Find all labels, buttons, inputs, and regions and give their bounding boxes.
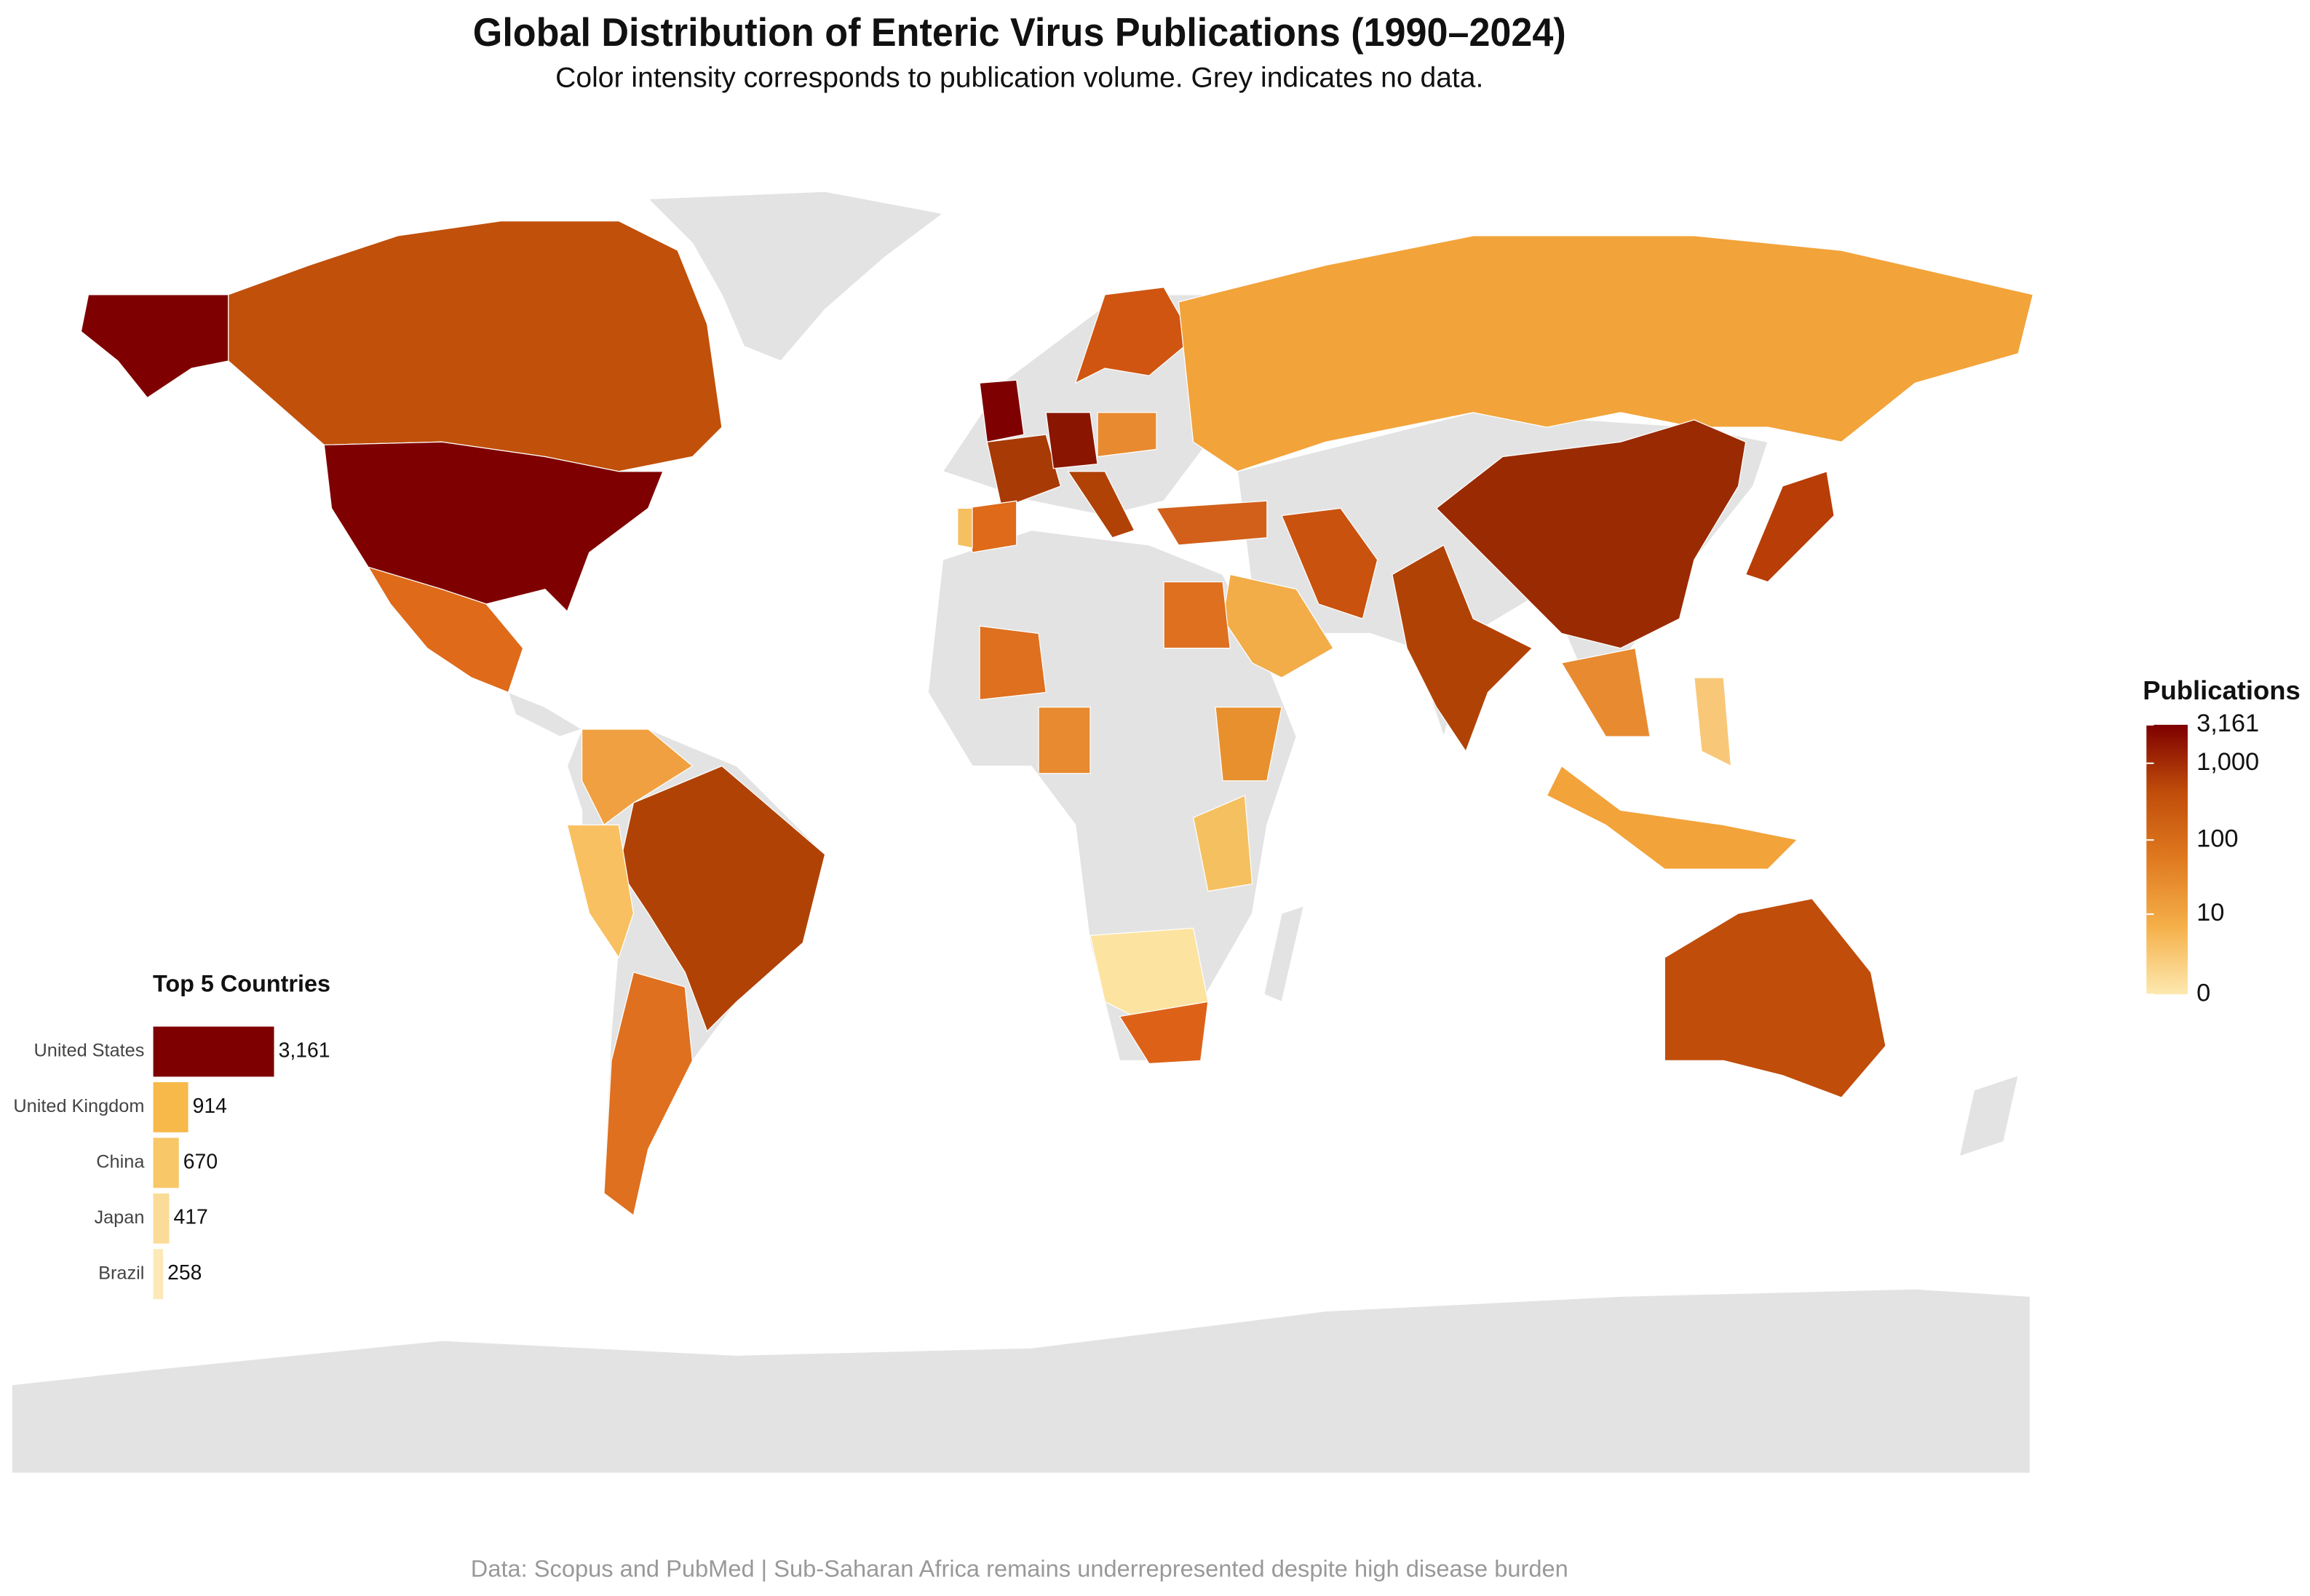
y-tick-label: China bbox=[96, 1152, 145, 1172]
bar bbox=[153, 1193, 170, 1244]
chart-subtitle: Color intensity corresponds to publicati… bbox=[555, 62, 1483, 93]
bar bbox=[153, 1026, 274, 1077]
y-tick-label: Brazil bbox=[98, 1263, 144, 1283]
bar-value-label: 3,161 bbox=[279, 1039, 330, 1062]
colorbar-tick-label: 1,000 bbox=[2196, 748, 2259, 776]
colorbar-tick-label: 10 bbox=[2196, 899, 2224, 926]
colorbar-tick-label: 0 bbox=[2196, 979, 2210, 1007]
bar-value-label: 670 bbox=[183, 1150, 218, 1173]
colorbar-tick-label: 100 bbox=[2196, 825, 2238, 852]
bar bbox=[153, 1138, 179, 1188]
inset-title: Top 5 Countries bbox=[153, 971, 330, 997]
world-map bbox=[11, 191, 2034, 1474]
bar-value-label: 258 bbox=[167, 1261, 202, 1285]
y-tick-label: United Kingdom bbox=[13, 1096, 144, 1116]
bar bbox=[153, 1082, 188, 1132]
colorbar bbox=[2146, 724, 2188, 995]
bar bbox=[153, 1249, 164, 1300]
caption: Data: Scopus and PubMed | Sub-Saharan Af… bbox=[471, 1555, 1568, 1581]
bar-value-label: 914 bbox=[193, 1095, 227, 1118]
y-tick-label: United States bbox=[34, 1041, 145, 1061]
y-tick-label: Japan bbox=[94, 1207, 144, 1228]
chart-title: Global Distribution of Enteric Virus Pub… bbox=[473, 10, 1566, 55]
bar-value-label: 417 bbox=[174, 1206, 208, 1229]
colorbar-tick-label: 3,161 bbox=[2196, 710, 2259, 737]
legend-title: Publications bbox=[2143, 675, 2301, 705]
